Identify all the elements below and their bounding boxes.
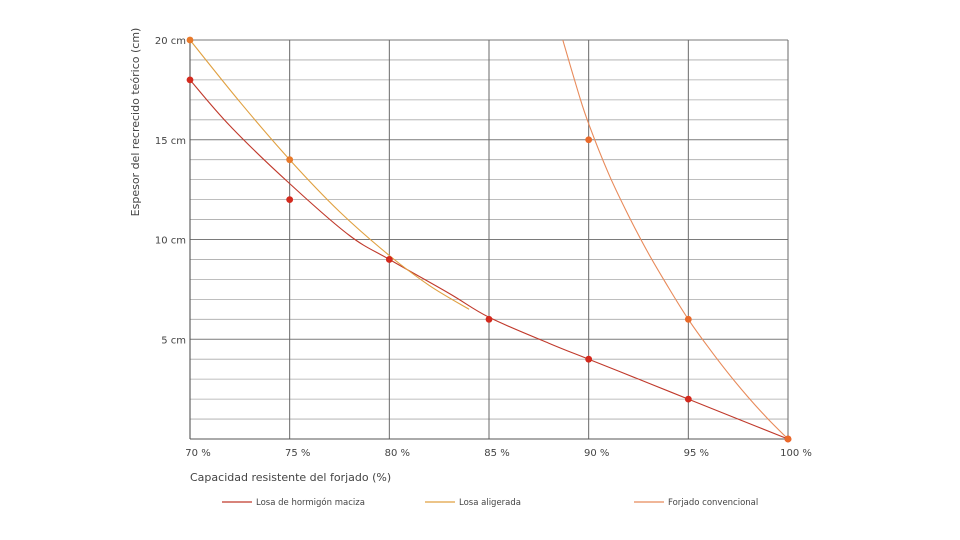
y-tick-label: 10 cm [155, 236, 186, 247]
series-area [186, 36, 792, 443]
data-point [585, 355, 593, 363]
data-point [485, 315, 493, 323]
legend-label: Losa aligerada [459, 498, 521, 508]
data-point [684, 315, 692, 323]
grid [189, 39, 789, 439]
x-tick-label: 85 % [484, 448, 509, 459]
x-axis-title: Capacidad resistente del forjado (%) [190, 471, 391, 484]
tick-labels: 70 % 75 % 80 % 85 % 90 % 95 % 100 % 5 cm 10 cm 15… [155, 36, 812, 459]
data-point [684, 395, 692, 403]
data-point [585, 136, 593, 144]
data-point [385, 256, 393, 263]
series-line-2 [189, 39, 470, 310]
series-line-3 [562, 39, 789, 440]
x-tick-label: 80 % [385, 448, 410, 459]
axes [189, 40, 788, 440]
legend-label: Losa de hormigón maciza [256, 497, 365, 508]
x-tick-label: 75 % [285, 448, 310, 459]
y-axis-title: Espesor del recrecido teórico (cm) [129, 28, 142, 217]
data-point [186, 76, 194, 84]
x-tick-label: 70 % [185, 448, 210, 459]
data-point [286, 196, 294, 204]
x-tick-label: 95 % [684, 448, 709, 459]
y-tick-label: 20 cm [155, 36, 186, 47]
legend: Losa de hormigón maciza Losa aligerada For… [222, 497, 758, 508]
x-tick-label: 90 % [584, 448, 609, 459]
y-tick-label: 15 cm [155, 136, 186, 147]
x-tick-label: 100 % [780, 448, 812, 459]
data-point [286, 156, 294, 164]
data-point [186, 36, 194, 44]
y-tick-label: 5 cm [161, 335, 186, 346]
data-point [784, 435, 792, 443]
legend-label: Forjado convencional [668, 498, 758, 508]
